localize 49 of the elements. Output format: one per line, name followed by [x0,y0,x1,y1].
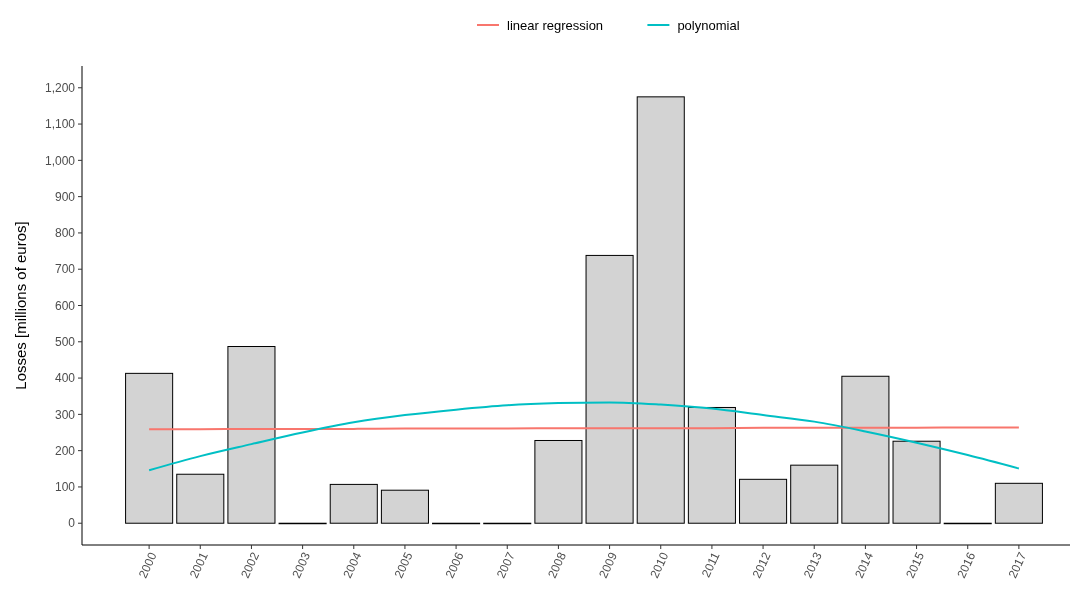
x-tick-label: 2016 [954,549,979,581]
x-tick-label: 2006 [442,549,467,581]
x-tick-label: 2017 [1005,549,1030,581]
x-tick-label: 2005 [391,549,416,581]
x-tick-label: 2001 [186,549,211,581]
bar [739,478,788,524]
bar [227,346,276,524]
y-tick-label: 500 [54,334,76,349]
y-tick-label: 1,100 [44,117,76,132]
x-tick-label: 2002 [237,549,263,581]
bar [892,440,941,524]
bar [534,439,583,524]
bar [329,483,378,524]
y-axis-title: Losses [millions of euros] [12,221,29,390]
bar [687,406,736,524]
line-series [148,401,1020,472]
x-tick-label: 2007 [493,549,518,581]
x-tick-label: 2008 [544,549,570,581]
bar [994,482,1043,524]
x-tick-label: 2012 [749,549,774,581]
bar [841,375,890,524]
y-tick-label: 400 [54,371,76,386]
bar [636,96,685,524]
legend-label: polynomial [677,17,740,33]
y-tick-label: 100 [54,480,76,495]
x-tick-label: 2010 [647,549,672,581]
bar [585,254,634,524]
y-tick-label: 700 [54,262,76,277]
y-tick-label: 600 [54,298,76,313]
x-tick-label: 2011 [698,549,723,580]
y-tick-label: 800 [54,226,76,241]
y-tick-label: 900 [54,189,76,204]
x-tick-label: 2009 [596,549,621,581]
bar [176,473,225,524]
bar [790,464,839,524]
x-tick-label: 2013 [800,549,825,581]
x-tick-label: 2000 [135,549,160,581]
x-tick-label: 2003 [289,549,314,581]
y-tick-label: 1,000 [44,153,76,168]
bar [380,489,429,524]
bar [125,372,174,524]
y-tick-label: 0 [68,516,76,531]
x-tick-label: 2014 [851,549,877,581]
y-tick-label: 1,200 [44,80,76,95]
x-tick-label: 2004 [340,549,365,581]
legend-label: linear regression [507,17,604,33]
y-tick-label: 200 [54,443,76,458]
x-tick-label: 2015 [903,549,928,581]
y-tick-label: 300 [54,407,76,422]
